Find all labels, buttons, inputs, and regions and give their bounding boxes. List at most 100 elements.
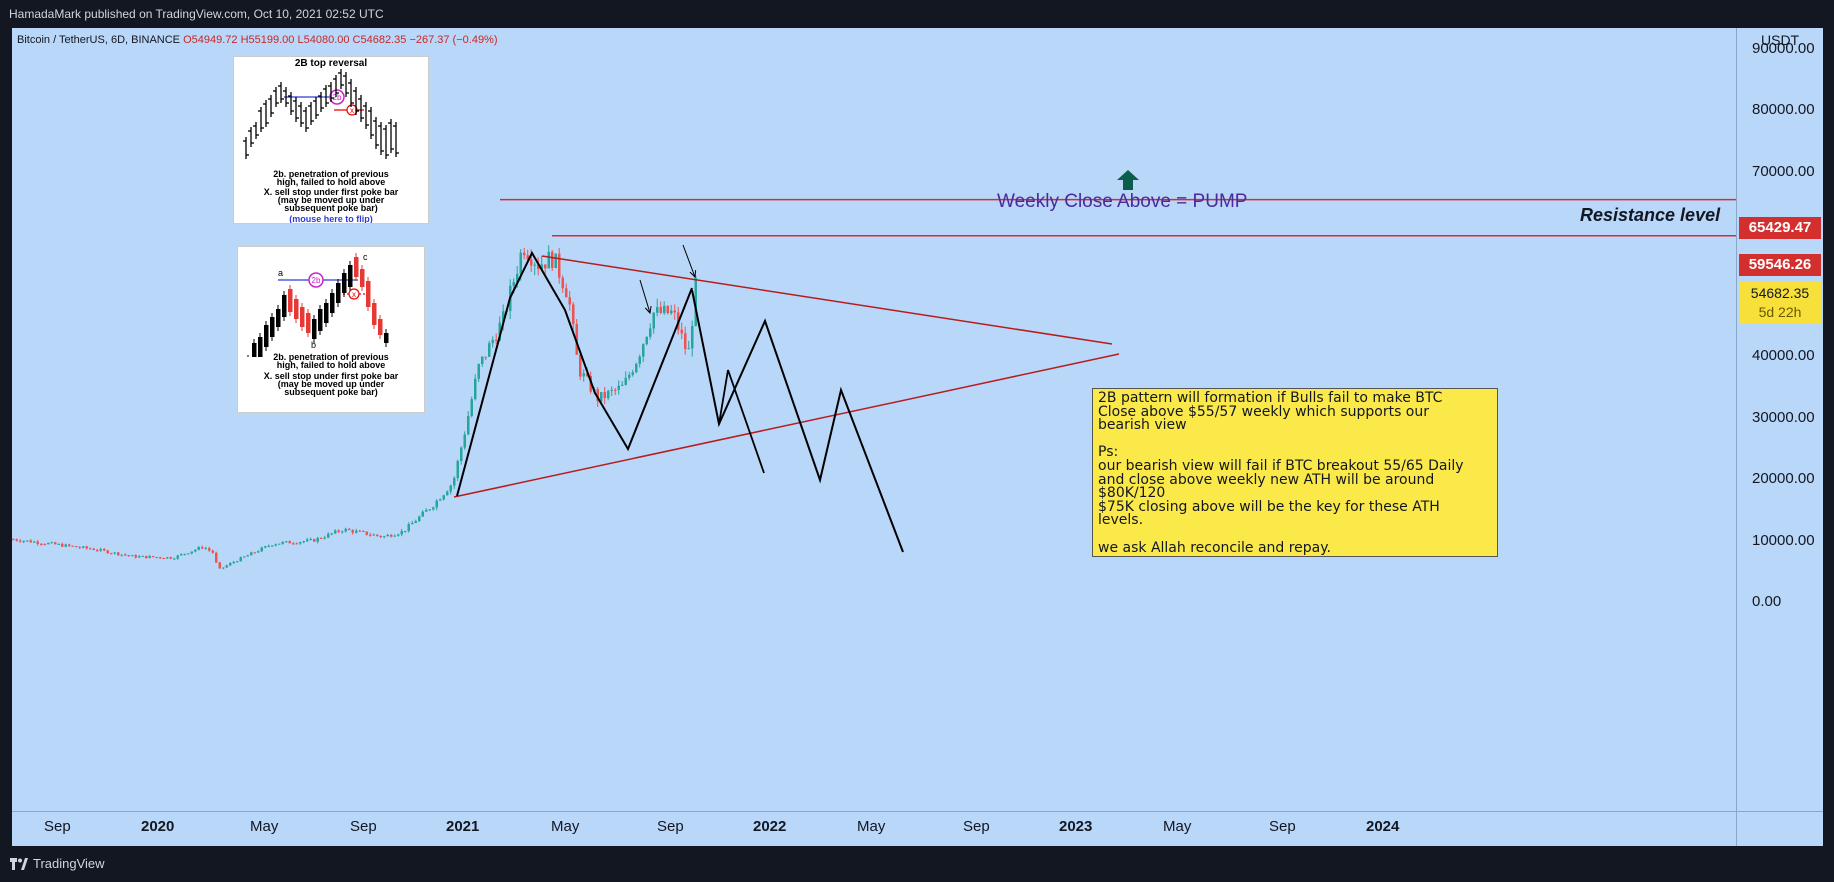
inset-flip-link[interactable]: (mouse here to flip) (289, 214, 373, 224)
arrow-annotation-2 (682, 244, 696, 278)
candle-body (218, 562, 221, 569)
candle-body (295, 543, 298, 545)
candle-body (12, 539, 15, 541)
candle-body (421, 511, 424, 517)
candle-body (442, 495, 445, 500)
price-tick: 40000.00 (1752, 347, 1815, 364)
candle-body (337, 530, 340, 532)
inset-candle-body (294, 299, 299, 319)
triangle-lower-line (453, 353, 1120, 498)
inset-caption-4: (may be moved up under (277, 195, 385, 205)
candle-body (320, 537, 323, 539)
right-edge (1823, 28, 1834, 846)
candle-body (603, 392, 606, 399)
publisher-line: HamadaMark published on TradingView.com,… (9, 7, 384, 21)
symbol-legend[interactable]: Bitcoin / TetherUS, 6D, BINANCE O54949.7… (17, 34, 498, 46)
candle-body (628, 374, 631, 378)
note-line: levels. (1098, 512, 1144, 529)
candle-body (453, 478, 456, 486)
inset-caption-1: 2b. penetration of previous (273, 169, 389, 179)
candle-body (197, 547, 200, 550)
axis-corner (1736, 811, 1824, 847)
price-tick: 70000.00 (1752, 162, 1815, 180)
drawings (453, 198, 1736, 553)
candle-body (614, 389, 617, 391)
candle-body (607, 390, 610, 399)
candle-body (348, 528, 351, 531)
candle-body (92, 548, 95, 551)
candle-body (526, 255, 529, 260)
candle-body (544, 264, 547, 269)
note-line: 2B pattern will formation if Bulls fail … (1098, 390, 1443, 406)
inset2-caption-3: X. sell stop under first poke bar (263, 371, 399, 381)
candle-body (257, 551, 260, 553)
candle-body (215, 552, 218, 563)
candle-body (491, 339, 494, 344)
candle-body (694, 277, 697, 326)
price-tick: 30000.00 (1752, 408, 1815, 426)
candle-body (309, 539, 312, 541)
candle-body (365, 531, 368, 535)
inset-candle-body (360, 269, 365, 287)
inset-candle-body (330, 293, 335, 313)
candle-body (152, 556, 155, 558)
note-line: $75K closing above will be the key for t… (1098, 498, 1440, 515)
inset-candle-body (312, 319, 317, 339)
candle-body (169, 557, 172, 559)
candle-body (470, 399, 473, 417)
candle-body (645, 336, 648, 345)
candle-body (638, 356, 641, 364)
candle-body (75, 546, 78, 548)
candle-body (376, 534, 379, 536)
time-label: Sep (1269, 818, 1296, 835)
note-line: $80K/120 (1098, 485, 1166, 502)
candle-body (533, 264, 536, 266)
inset-label-b: b (311, 340, 316, 350)
publisher-bar: HamadaMark published on TradingView.com,… (0, 0, 1834, 28)
price-axis[interactable]: USDT 90000.0080000.0070000.0060000.00500… (1736, 28, 1824, 811)
candle-body (110, 553, 113, 555)
inset-candle-body (372, 303, 377, 325)
candle-body (57, 543, 60, 545)
time-label: Sep (963, 818, 990, 835)
candle-body (691, 325, 694, 349)
chart-pane[interactable]: Bitcoin / TetherUS, 6D, BINANCE O54949.7… (12, 28, 1736, 811)
candle-body (162, 558, 165, 560)
candle-body (96, 550, 99, 552)
candle-body (236, 561, 239, 563)
inset-x-marker: x (350, 106, 354, 115)
candle-body (551, 251, 554, 268)
candle-body (71, 545, 74, 547)
candle-body (64, 544, 67, 547)
inset-caption-5: subsequent poke bar) (284, 203, 378, 213)
candle-body (145, 555, 148, 559)
brand[interactable]: TradingView (10, 856, 105, 871)
candle-body (113, 552, 116, 554)
candle-body (19, 540, 22, 542)
candle-body (400, 530, 403, 535)
candle-body (243, 556, 246, 558)
candle-body (652, 312, 655, 329)
inset-candle-body (264, 325, 269, 347)
candle-body (33, 541, 36, 543)
candle-body (575, 324, 578, 355)
inset2-caption-2: high, failed to hold above (276, 360, 386, 370)
candle-body (617, 385, 620, 390)
chart-canvas (12, 198, 1736, 570)
price-tick: 20000.00 (1752, 470, 1815, 487)
inset2-caption-5: subsequent poke bar) (284, 387, 378, 397)
time-label: May (551, 818, 580, 835)
candle-body (99, 549, 102, 551)
candle-body (449, 485, 452, 492)
candle-body (344, 528, 347, 532)
candle-body (540, 264, 543, 270)
candle-body (537, 264, 540, 270)
inset-bars: 2b x (243, 69, 399, 159)
time-axis[interactable]: Sep 2020 May Sep 2021 May Sep 2022 May Sep 2023 May… (12, 811, 1736, 847)
candle-body (267, 545, 270, 547)
candle-body (341, 531, 344, 533)
candle-body (425, 510, 428, 512)
inset2-caption-4: (may be moved up under (277, 379, 385, 389)
inset-candle-body (324, 303, 329, 323)
candle-body (484, 356, 487, 358)
